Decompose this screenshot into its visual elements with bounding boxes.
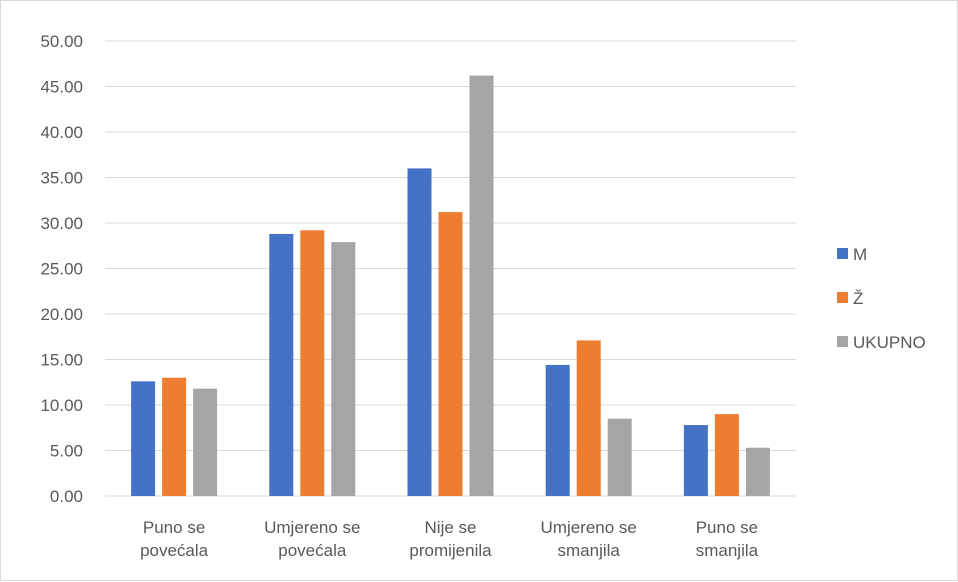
y-tick-label: 30.00: [40, 214, 83, 233]
category-label: Puno se smanjila: [696, 518, 759, 560]
legend-item: M: [837, 245, 867, 264]
y-tick-label: 5.00: [50, 442, 83, 461]
y-tick-label: 40.00: [40, 123, 83, 142]
bar: [714, 414, 739, 496]
bar: [331, 242, 356, 496]
legend: M Ž UKUPNO: [837, 245, 926, 352]
category-label: Umjereno se povećala: [264, 518, 360, 560]
bar: [407, 168, 432, 496]
bar: [683, 425, 708, 496]
y-tick-label: 0.00: [50, 487, 83, 506]
category-label-line: Nije se: [425, 518, 477, 537]
y-tick-label: 10.00: [40, 396, 83, 415]
legend-label: Ž: [853, 289, 863, 308]
bar: [300, 230, 325, 496]
category-label-line: Puno se: [696, 518, 758, 537]
bar: [131, 381, 156, 496]
y-axis-tick-labels: 0.00 5.00 10.00 15.00 20.00 25.00 30.00 35.00 40…: [40, 32, 83, 506]
category-label-line: Puno se: [143, 518, 205, 537]
bar: [162, 377, 187, 496]
legend-item: UKUPNO: [837, 333, 926, 352]
legend-swatch: [837, 292, 848, 303]
category-label-line: povećala: [140, 541, 209, 560]
y-tick-label: 20.00: [40, 305, 83, 324]
bar: [576, 340, 601, 496]
category-label-line: povećala: [278, 541, 347, 560]
y-tick-label: 45.00: [40, 78, 83, 97]
category-label-line: Umjereno se: [541, 518, 637, 537]
bar: [607, 418, 632, 496]
x-axis-category-labels: Puno se povećala Umjereno se povećala Nije s…: [140, 518, 759, 560]
category-label-line: Umjereno se: [264, 518, 360, 537]
bar: [469, 75, 494, 496]
bars: [131, 75, 770, 497]
bar: [545, 364, 570, 496]
legend-swatch: [837, 248, 848, 259]
bar: [193, 388, 218, 496]
legend-label: UKUPNO: [853, 333, 926, 352]
category-label-line: promijenila: [409, 541, 492, 560]
bar: [438, 212, 463, 496]
y-tick-label: 25.00: [40, 260, 83, 279]
category-label-line: smanjila: [558, 541, 621, 560]
bar: [269, 233, 294, 497]
y-tick-label: 35.00: [40, 169, 83, 188]
category-label: Puno se povećala: [140, 518, 209, 560]
bar: [745, 447, 770, 496]
category-label: Umjereno se smanjila: [541, 518, 637, 560]
legend-swatch: [837, 336, 848, 347]
y-tick-label: 50.00: [40, 32, 83, 51]
legend-item: Ž: [837, 289, 863, 308]
category-label: Nije se promijenila: [409, 518, 492, 560]
legend-label: M: [853, 245, 867, 264]
y-tick-label: 15.00: [40, 351, 83, 370]
category-label-line: smanjila: [696, 541, 759, 560]
